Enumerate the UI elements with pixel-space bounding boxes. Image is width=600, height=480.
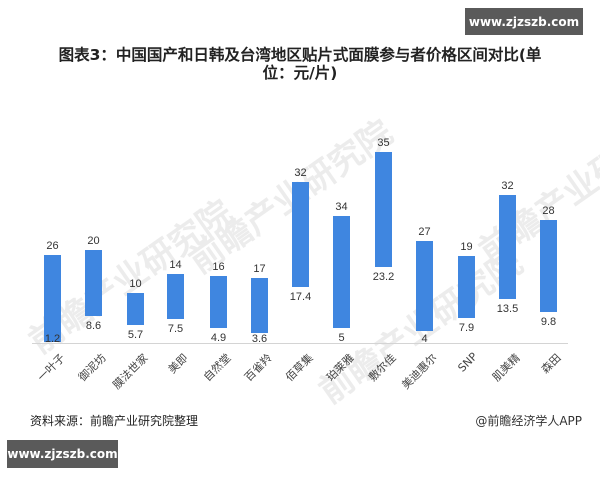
low-value-label: 17.4 bbox=[289, 291, 312, 303]
high-value-label: 14 bbox=[169, 259, 182, 271]
x-axis-category-label: 自然堂 bbox=[200, 351, 234, 384]
high-value-label: 35 bbox=[377, 137, 390, 149]
chart-title-line2: 位：元/片) bbox=[262, 64, 338, 82]
x-axis-category-label: 森田 bbox=[538, 351, 564, 377]
range-bar bbox=[499, 195, 516, 299]
range-bar bbox=[85, 250, 102, 316]
low-value-label: 9.8 bbox=[540, 316, 557, 328]
range-bar bbox=[127, 293, 144, 325]
low-value-label: 4 bbox=[421, 333, 428, 345]
x-axis-category-label: 肌美精 bbox=[489, 351, 523, 384]
x-axis-category-label: 一叶子 bbox=[34, 351, 68, 384]
x-axis-category-label: 佰草集 bbox=[282, 351, 316, 384]
range-bar bbox=[540, 220, 557, 312]
range-bar bbox=[210, 276, 227, 328]
high-value-label: 16 bbox=[212, 261, 225, 273]
chart-title: 图表3：中国国产和日韩及台湾地区贴片式面膜参与者价格区间对比(单 位：元/片) bbox=[20, 46, 580, 82]
high-value-label: 28 bbox=[542, 205, 555, 217]
high-value-label: 17 bbox=[253, 263, 266, 275]
low-value-label: 13.5 bbox=[496, 303, 519, 315]
high-value-label: 19 bbox=[460, 241, 473, 253]
credit-note: @前瞻经济学人APP bbox=[475, 414, 582, 428]
chart-title-line1: 图表3：中国国产和日韩及台湾地区贴片式面膜参与者价格区间对比(单 bbox=[58, 46, 542, 64]
high-value-label: 26 bbox=[46, 240, 59, 252]
x-axis-category-label: 珀莱雅 bbox=[323, 351, 357, 384]
low-value-label: 3.6 bbox=[251, 333, 268, 345]
low-value-label: 5 bbox=[338, 332, 345, 344]
x-axis-category-label: 御泥坊 bbox=[75, 351, 109, 384]
range-bar bbox=[375, 152, 392, 267]
site-url-badge-bottom: www.zjzszb.com bbox=[7, 440, 118, 468]
low-value-label: 4.9 bbox=[210, 332, 227, 344]
high-value-label: 32 bbox=[294, 167, 307, 179]
range-bar bbox=[167, 274, 184, 319]
source-note: 资料来源：前瞻产业研究院整理 bbox=[30, 414, 199, 428]
x-axis-category-label: 膜法世家 bbox=[109, 351, 151, 392]
high-value-label: 34 bbox=[335, 201, 348, 213]
x-axis-category-label: 美迪惠尔 bbox=[398, 351, 440, 392]
high-value-label: 20 bbox=[87, 235, 100, 247]
x-axis-category-label: 美即 bbox=[165, 351, 191, 377]
range-bar bbox=[416, 241, 433, 331]
low-value-label: 5.7 bbox=[127, 329, 144, 341]
range-bar bbox=[333, 216, 350, 328]
range-bar bbox=[44, 255, 61, 342]
low-value-label: 7.9 bbox=[458, 322, 475, 334]
site-url-badge-top: www.zjzszb.com bbox=[465, 8, 583, 35]
range-bar bbox=[251, 278, 268, 333]
range-bar bbox=[292, 182, 309, 287]
high-value-label: 27 bbox=[418, 226, 431, 238]
low-value-label: 7.5 bbox=[167, 323, 184, 335]
x-axis-category-label: SNP bbox=[455, 350, 480, 375]
high-value-label: 32 bbox=[501, 180, 514, 192]
x-axis-line bbox=[32, 343, 568, 344]
low-value-label: 23.2 bbox=[372, 271, 395, 283]
low-value-label: 8.6 bbox=[85, 320, 102, 332]
high-value-label: 10 bbox=[129, 278, 142, 290]
range-bar bbox=[458, 256, 475, 318]
x-axis-category-label: 百雀羚 bbox=[241, 351, 275, 384]
low-value-label: 1.2 bbox=[44, 333, 61, 345]
x-axis-category-label: 敷尔佳 bbox=[365, 351, 399, 384]
